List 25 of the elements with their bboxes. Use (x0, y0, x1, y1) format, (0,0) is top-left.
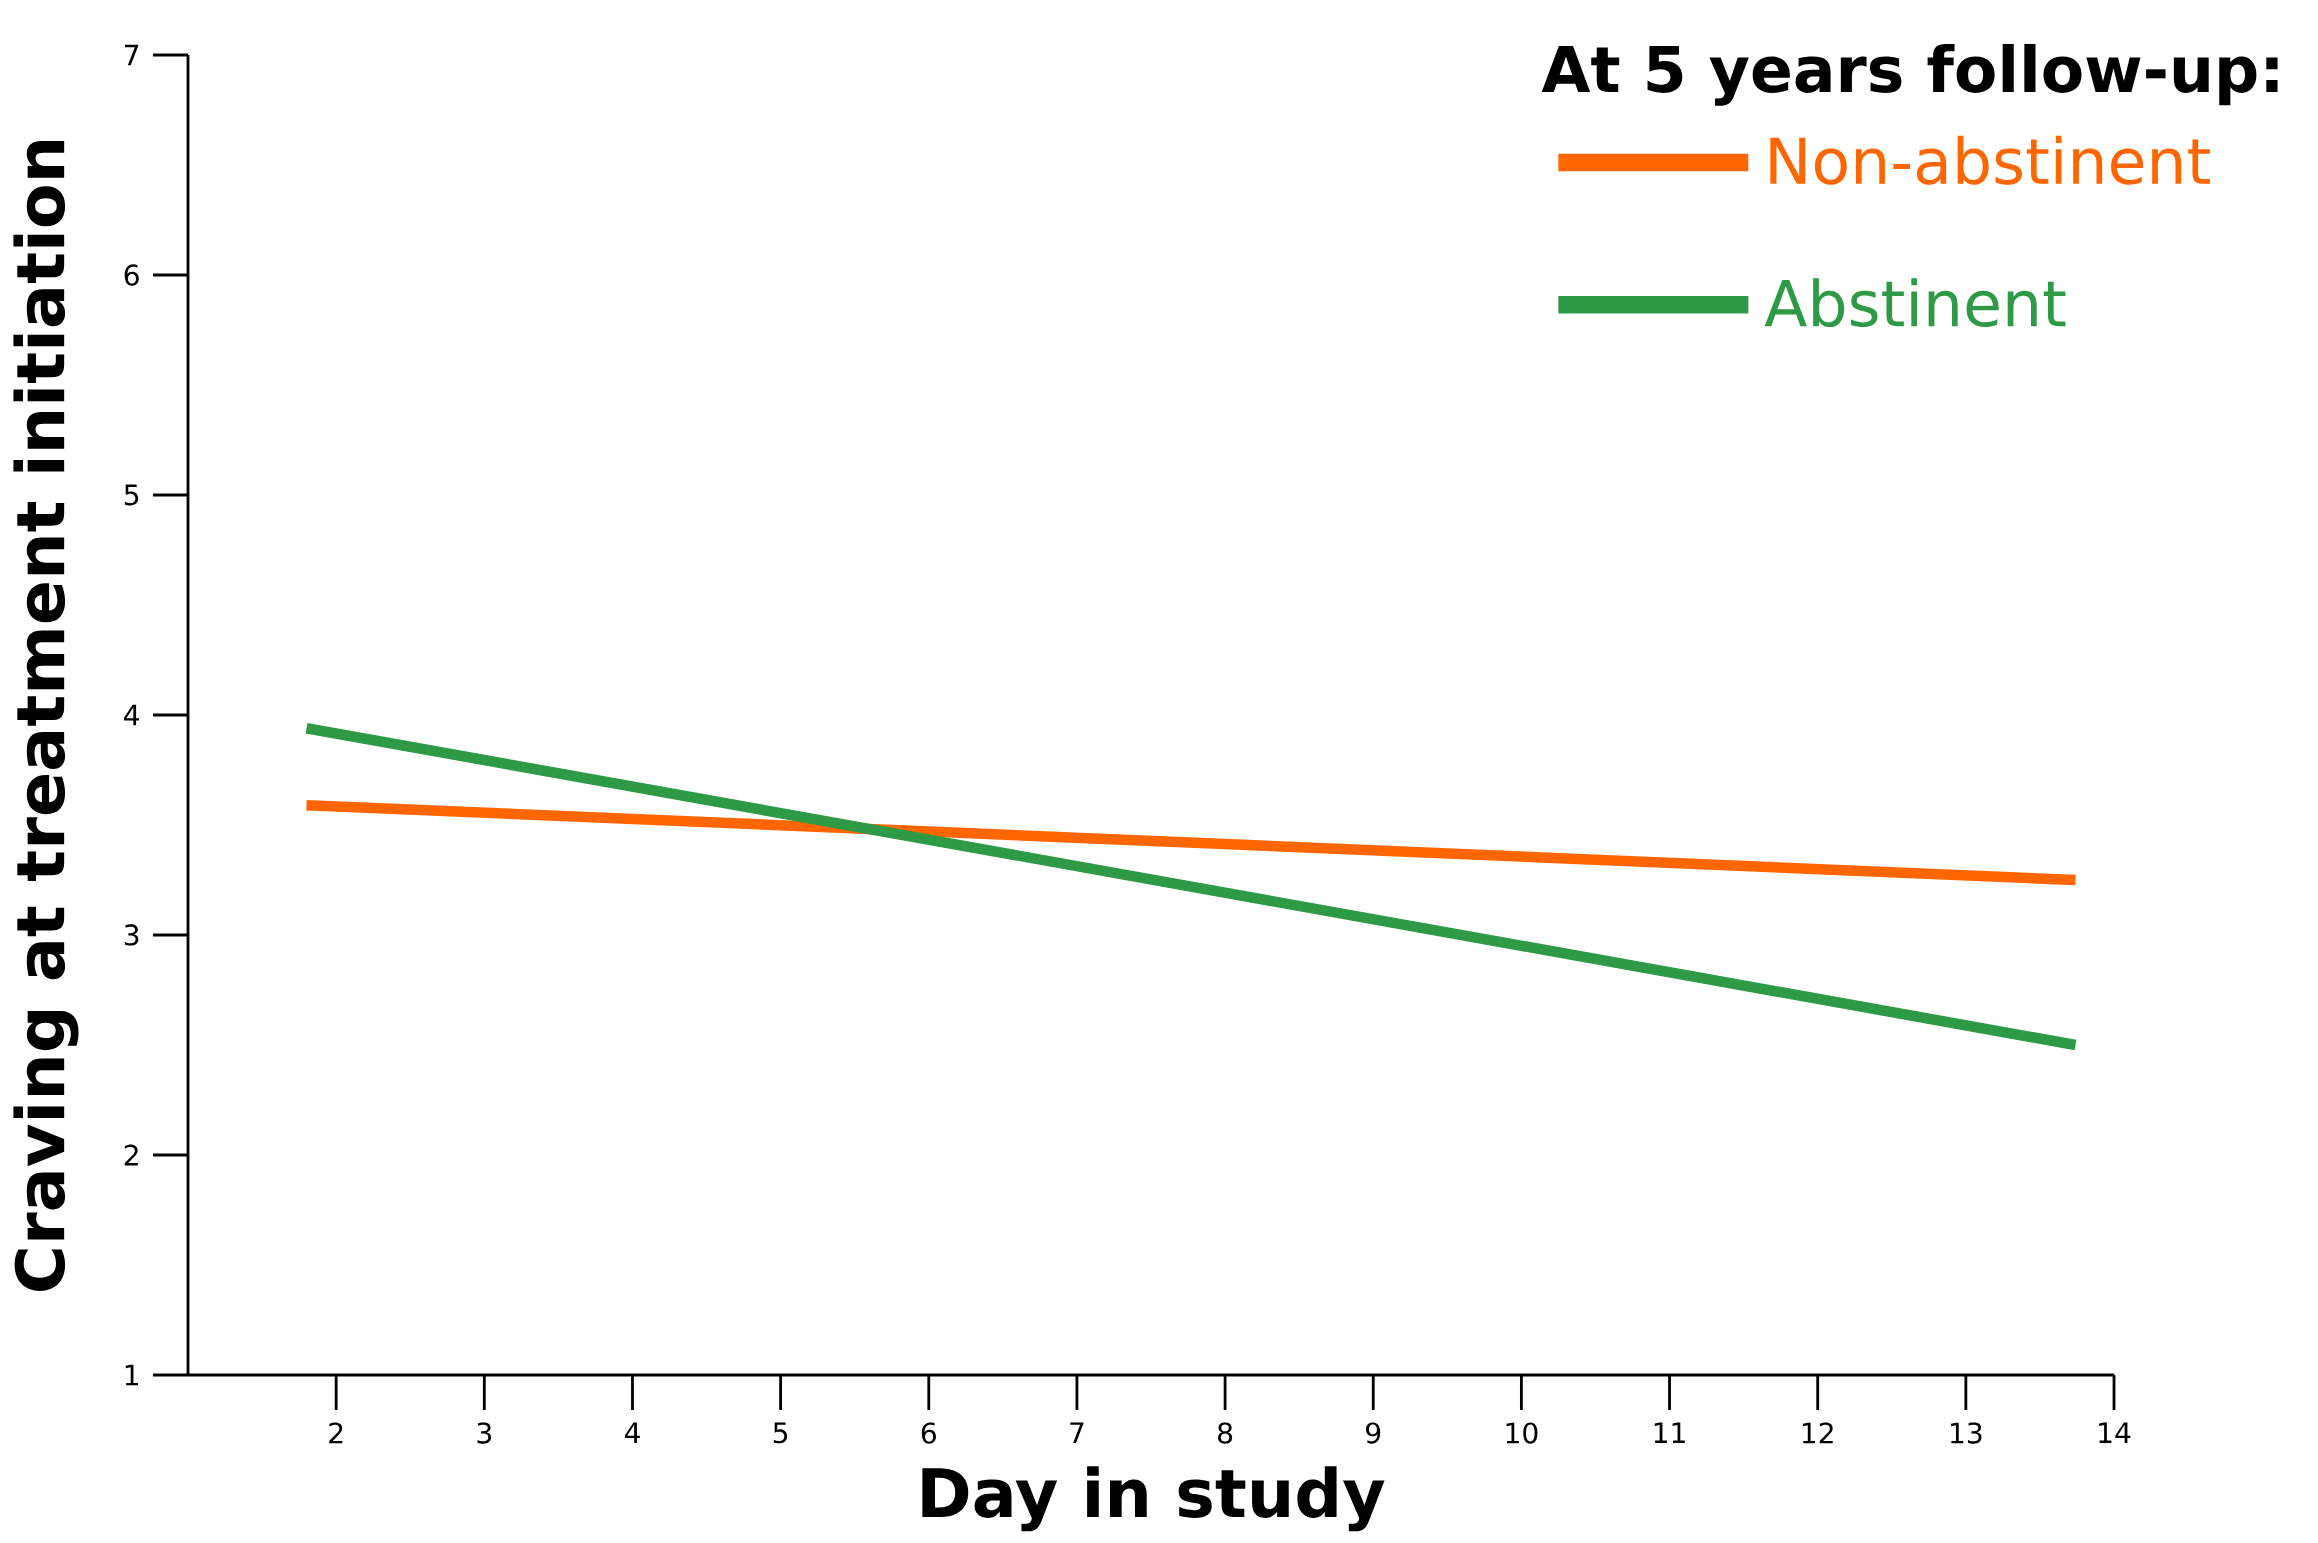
x-tick-label: 9 (1366, 1422, 1381, 1444)
x-tick-label: 2 (329, 1422, 343, 1444)
x-tick-label: 14 (2099, 1422, 2131, 1443)
x-tick-label: 10 (1506, 1422, 1538, 1444)
legend-label: Non-abstinent (1770, 135, 2210, 185)
y-tick-label: 7 (125, 44, 139, 66)
y-tick-label: 2 (124, 1144, 138, 1166)
x-tick-label: 8 (1218, 1422, 1233, 1444)
x-tick-label: 5 (773, 1422, 788, 1444)
x-tick-label: 13 (1951, 1422, 1982, 1444)
y-tick-label: 4 (124, 704, 140, 726)
x-axis-title: Day in study (922, 1466, 1385, 1532)
y-axis-title: Craving at treatment initiation (13, 140, 79, 1291)
y-tick-label: 1 (125, 1364, 138, 1386)
y-tick-label: 3 (124, 924, 139, 946)
x-tick-label: 4 (624, 1422, 640, 1443)
y-tick-label: 5 (124, 484, 139, 506)
y-tick-label: 6 (124, 264, 139, 286)
x-tick-label: 3 (477, 1422, 492, 1444)
legend-title: At 5 years follow-up: (1541, 43, 2278, 106)
legend-label: Abstinent (1764, 278, 2066, 328)
x-tick-label: 6 (921, 1422, 936, 1444)
x-tick-label: 11 (1654, 1422, 1685, 1443)
x-tick-label: 7 (1070, 1422, 1084, 1443)
x-tick-label: 12 (1802, 1422, 1833, 1444)
